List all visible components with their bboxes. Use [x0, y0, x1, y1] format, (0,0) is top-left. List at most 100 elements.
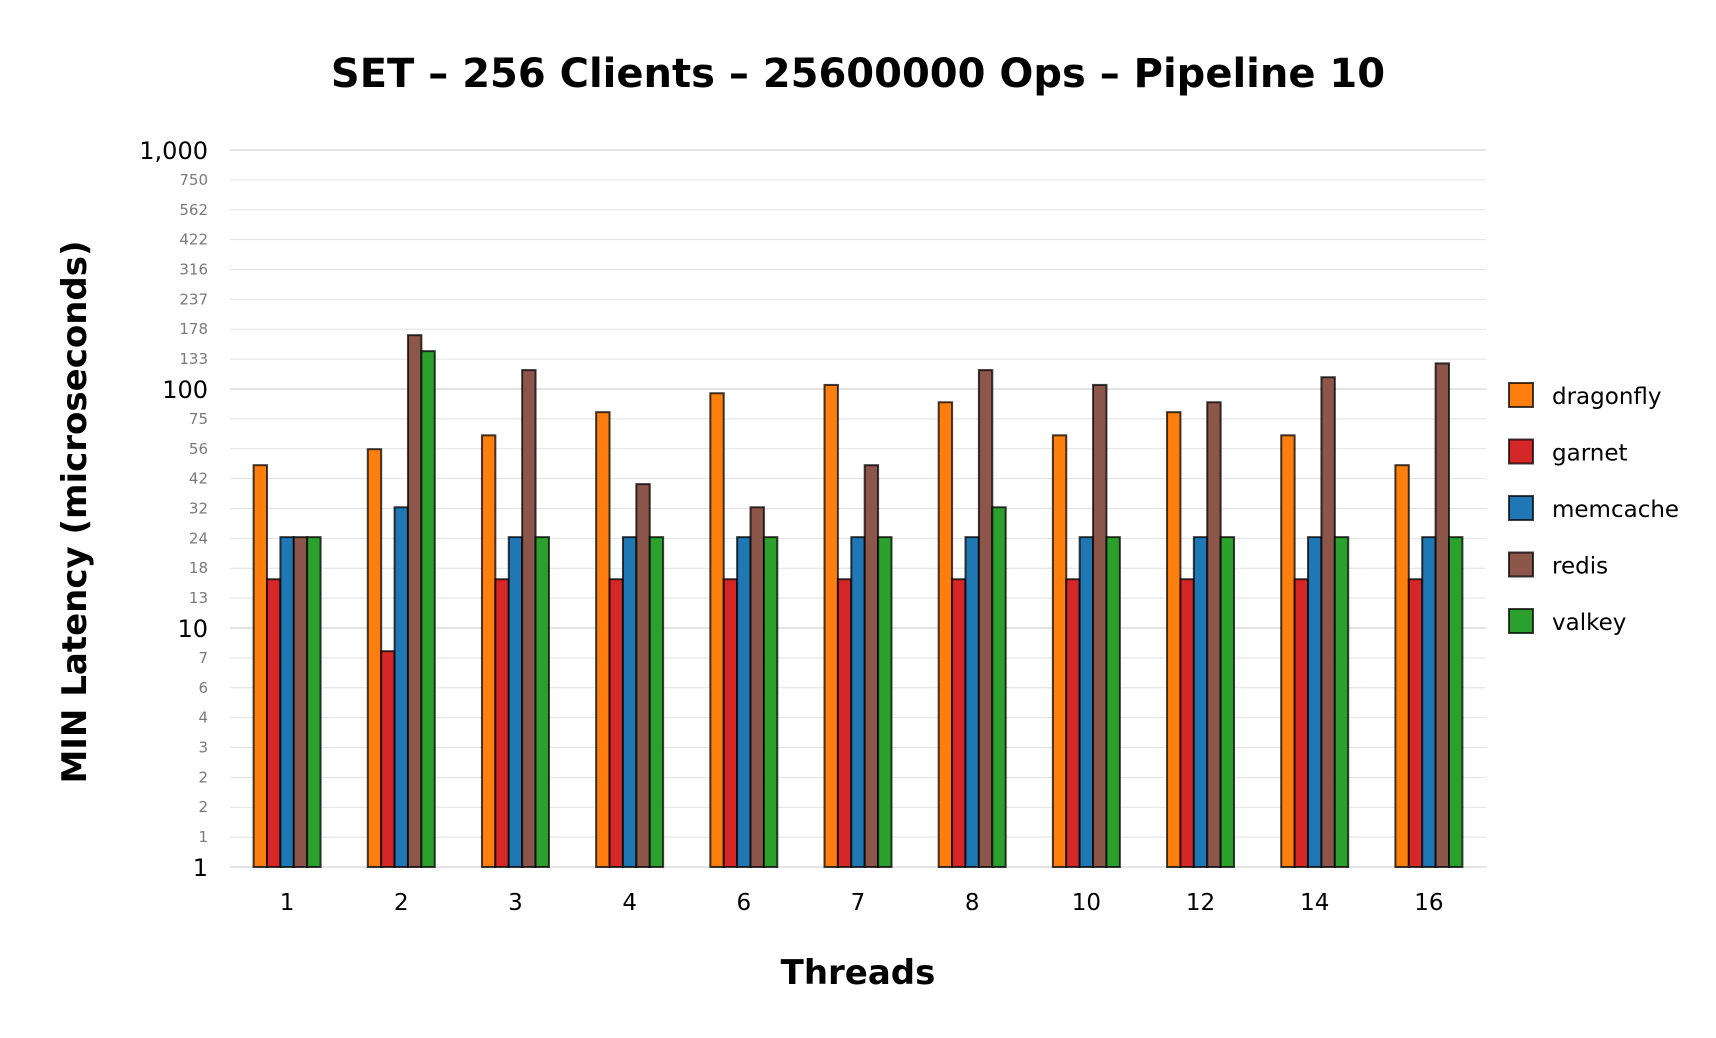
bar-garnet-8 [951, 578, 967, 868]
y-tick-label: 4 [198, 709, 208, 727]
y-tick-label: 2 [198, 768, 208, 786]
y-tick-label: 13 [189, 589, 208, 607]
y-axis-title: MIN Latency (microseconds) [55, 240, 95, 783]
x-tick-label: 16 [1414, 890, 1443, 916]
bar-redis-16 [1434, 362, 1451, 868]
y-tick-label: 56 [189, 440, 208, 458]
y-tick-label: 32 [189, 499, 208, 517]
bar-garnet-16 [1407, 578, 1424, 868]
legend-swatch-redis [1508, 551, 1534, 578]
y-tick-label: 6 [198, 679, 208, 697]
legend-swatch-valkey [1508, 608, 1534, 634]
bar-valkey-2 [420, 350, 436, 868]
bar-garnet-14 [1293, 578, 1310, 868]
x-tick-label: 4 [622, 890, 637, 916]
bar-garnet-7 [836, 578, 853, 868]
x-axis-ticks: 1 2 3 4 6 7 8 10 12 14 16 [280, 890, 1444, 916]
bar-valkey-7 [877, 536, 893, 868]
bar-garnet-1 [265, 578, 282, 868]
bar-memcache-3 [507, 536, 524, 868]
bars [252, 334, 1464, 869]
bar-garnet-6 [722, 578, 739, 868]
bar-valkey-12 [1219, 536, 1236, 868]
bar-redis-14 [1320, 376, 1336, 868]
bar-garnet-10 [1065, 578, 1081, 868]
bar-dragonfly-3 [480, 434, 497, 868]
legend-label-garnet: garnet [1552, 441, 1628, 467]
bar-garnet-4 [608, 578, 624, 868]
legend-label-memcache: memcache [1552, 497, 1679, 523]
y-tick-label: 75 [189, 410, 208, 428]
y-tick-label: 562 [179, 201, 208, 219]
x-tick-label: 7 [851, 890, 866, 916]
bar-dragonfly-4 [595, 411, 611, 868]
bar-redis-1 [292, 536, 309, 868]
bar-redis-12 [1206, 401, 1222, 868]
y-tick-label: 10 [177, 615, 208, 643]
bar-memcache-4 [621, 536, 638, 868]
bar-dragonfly-12 [1166, 411, 1182, 868]
bar-memcache-16 [1421, 536, 1437, 868]
y-tick-label: 7 [198, 649, 208, 667]
x-tick-label: 10 [1072, 890, 1101, 916]
y-tick-label: 1,000 [139, 137, 208, 165]
bar-dragonfly-10 [1051, 434, 1068, 868]
y-tick-label: 133 [179, 350, 208, 368]
bar-redis-6 [749, 506, 765, 868]
x-tick-label: 12 [1186, 890, 1215, 916]
bar-dragonfly-8 [937, 401, 954, 868]
bar-memcache-2 [393, 506, 409, 868]
x-tick-label: 2 [394, 890, 409, 916]
legend-swatch-dragonfly [1508, 382, 1534, 408]
bar-garnet-12 [1179, 578, 1195, 868]
y-tick-label: 316 [179, 260, 208, 278]
bar-redis-4 [635, 483, 651, 868]
bar-dragonfly-14 [1280, 434, 1296, 868]
bar-valkey-4 [648, 536, 665, 868]
legend-label-valkey: valkey [1552, 610, 1626, 636]
chart-title: SET – 256 Clients – 25600000 Ops – Pipel… [331, 51, 1385, 97]
legend: dragonfly garnet memcache redis valkey [1508, 382, 1679, 636]
bar-valkey-6 [762, 536, 779, 868]
bar-dragonfly-16 [1394, 464, 1410, 868]
x-tick-label: 14 [1300, 890, 1329, 916]
bar-dragonfly-6 [709, 392, 725, 868]
bar-memcache-7 [850, 536, 866, 868]
y-tick-label: 42 [189, 470, 208, 488]
bar-redis-8 [977, 369, 994, 868]
bar-valkey-16 [1448, 536, 1464, 868]
y-tick-label: 24 [189, 529, 208, 547]
bar-redis-10 [1092, 383, 1108, 868]
y-tick-label: 100 [162, 376, 208, 404]
y-tick-label: 750 [179, 171, 208, 189]
bar-valkey-1 [306, 536, 322, 868]
legend-swatch-garnet [1508, 438, 1534, 465]
bar-valkey-8 [991, 506, 1007, 868]
bar-memcache-10 [1078, 536, 1095, 868]
y-axis-ticks: 1 1 2 2 3 4 6 7 10 13 18 24 32 42 56 75 100 133 178 237 316 4… [139, 137, 208, 882]
x-tick-label: 3 [508, 890, 523, 916]
gridlines [230, 149, 1486, 868]
bar-valkey-10 [1105, 536, 1121, 868]
bar-garnet-2 [380, 650, 396, 868]
bar-redis-2 [406, 334, 423, 869]
bar-garnet-3 [494, 578, 510, 868]
bar-memcache-1 [279, 536, 295, 868]
bar-memcache-12 [1192, 536, 1209, 868]
y-tick-label: 1 [198, 828, 208, 846]
x-tick-label: 6 [736, 890, 751, 916]
y-tick-label: 2 [198, 798, 208, 816]
y-tick-label: 1 [193, 854, 208, 882]
bar-redis-7 [863, 464, 880, 868]
x-tick-label: 1 [280, 890, 295, 916]
y-tick-label: 237 [179, 290, 208, 308]
bar-dragonfly-2 [366, 448, 383, 868]
y-tick-label: 3 [198, 738, 208, 756]
legend-label-redis: redis [1552, 554, 1608, 580]
x-axis-title: Threads [781, 953, 936, 993]
x-tick-label: 8 [965, 890, 980, 916]
legend-label-dragonfly: dragonfly [1552, 384, 1662, 410]
bar-memcache-8 [964, 536, 980, 868]
bar-valkey-3 [534, 536, 550, 868]
